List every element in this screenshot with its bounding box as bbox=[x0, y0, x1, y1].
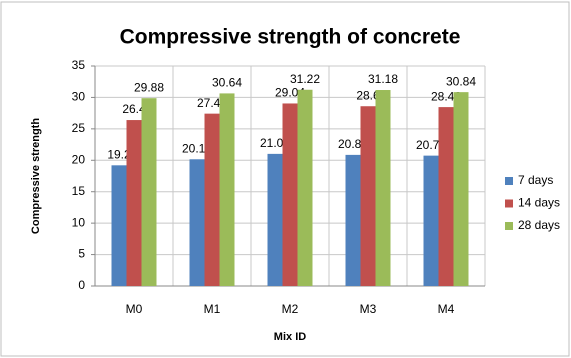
legend-swatch bbox=[505, 222, 513, 230]
data-label: 31.22 bbox=[290, 72, 320, 86]
bar bbox=[297, 89, 313, 286]
data-label: 31.18 bbox=[368, 72, 398, 86]
legend-label: 7 days bbox=[518, 173, 553, 187]
bar bbox=[219, 93, 235, 286]
bar bbox=[438, 107, 454, 286]
bar bbox=[453, 92, 469, 286]
y-tick-label: 25 bbox=[72, 121, 86, 135]
bar bbox=[345, 154, 361, 286]
y-tick-label: 20 bbox=[72, 152, 86, 166]
legend-label: 14 days bbox=[518, 196, 560, 210]
bar bbox=[360, 106, 376, 286]
data-label: 26.4 bbox=[122, 102, 146, 116]
x-tick-label: M3 bbox=[360, 302, 377, 316]
x-tick-label: M0 bbox=[126, 302, 143, 316]
y-tick-label: 0 bbox=[78, 278, 85, 292]
bar bbox=[267, 153, 283, 286]
bar bbox=[375, 90, 391, 286]
bar bbox=[189, 159, 205, 286]
data-label: 19.2 bbox=[107, 147, 131, 161]
legend-swatch bbox=[505, 177, 513, 185]
bar bbox=[282, 103, 298, 286]
y-tick-label: 10 bbox=[72, 215, 86, 229]
bar bbox=[141, 98, 157, 286]
bar bbox=[111, 165, 127, 286]
data-label: 28.6 bbox=[356, 88, 380, 102]
data-label: 29.88 bbox=[134, 80, 164, 94]
y-tick-label: 15 bbox=[72, 184, 86, 198]
legend-label: 28 days bbox=[518, 218, 560, 232]
x-tick-label: M1 bbox=[204, 302, 221, 316]
x-axis-title: Mix ID bbox=[274, 331, 306, 343]
y-tick-label: 30 bbox=[72, 90, 86, 104]
y-axis-title: Compressive strength bbox=[30, 118, 42, 234]
x-tick-label: M4 bbox=[438, 302, 455, 316]
bar bbox=[423, 155, 439, 286]
y-tick-label: 35 bbox=[72, 58, 86, 72]
legend-swatch bbox=[505, 199, 513, 208]
bar bbox=[126, 120, 142, 286]
x-tick-label: M2 bbox=[282, 302, 299, 316]
data-label: 30.84 bbox=[446, 74, 476, 88]
chart-title: Compressive strength of concrete bbox=[120, 26, 461, 49]
bar bbox=[204, 113, 220, 286]
data-label: 30.64 bbox=[212, 76, 242, 90]
y-tick-label: 5 bbox=[78, 247, 85, 261]
